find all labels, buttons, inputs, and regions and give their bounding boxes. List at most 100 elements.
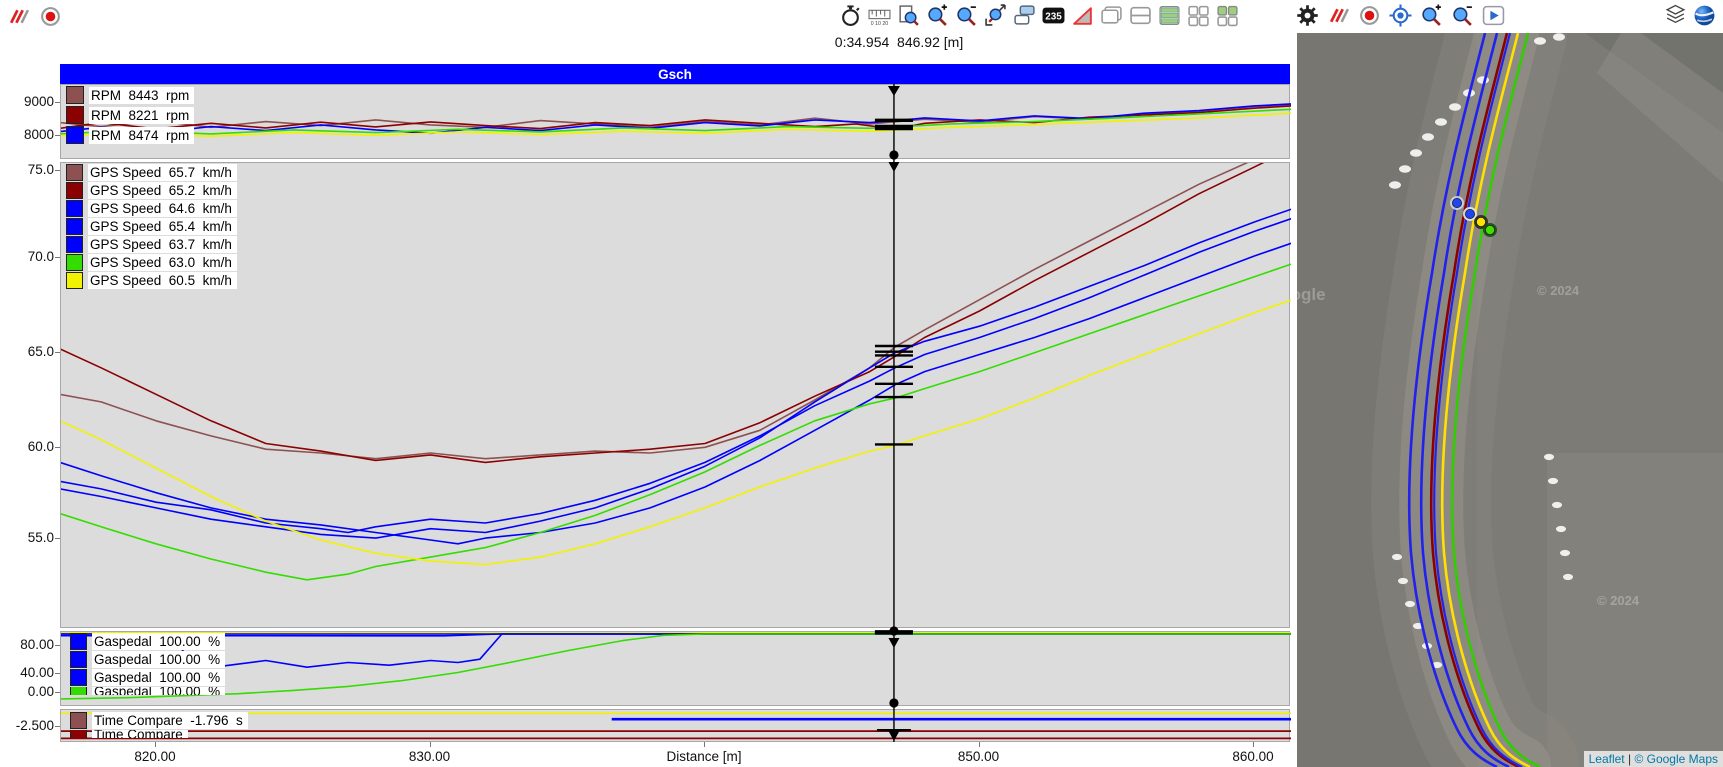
legend-item[interactable]: GPS Speed 65.4 km/h bbox=[66, 218, 237, 235]
legend-label: RPM 8443 rpm bbox=[89, 86, 195, 104]
x-axis-label: 860.00 bbox=[1232, 749, 1274, 764]
legend-item[interactable]: Gaspedal 100.00 % bbox=[70, 687, 226, 695]
y-axis-label: 80.00 bbox=[20, 637, 54, 652]
legend-item[interactable]: GPS Speed 60.5 km/h bbox=[66, 272, 237, 289]
chart-title: Gsch bbox=[658, 66, 692, 82]
y-axis-tick bbox=[55, 645, 60, 646]
settings-gear-icon[interactable] bbox=[1295, 3, 1319, 27]
google-earth-icon[interactable] bbox=[1692, 3, 1716, 27]
google-maps-link[interactable]: © Google Maps bbox=[1634, 752, 1718, 766]
leaflet-link[interactable]: Leaflet bbox=[1588, 752, 1625, 766]
legend-item[interactable]: Gaspedal 100.00 % bbox=[70, 669, 226, 686]
legend-swatch bbox=[70, 730, 87, 738]
overlay-windows-icon[interactable] bbox=[1012, 3, 1036, 27]
legend-swatch bbox=[66, 218, 83, 235]
time-compare-panel[interactable] bbox=[60, 709, 1291, 742]
legend-item[interactable]: Time Compare -1.796 s bbox=[70, 712, 248, 729]
svg-text:0 10 20: 0 10 20 bbox=[870, 20, 888, 26]
layout-3rows-icon[interactable] bbox=[1157, 3, 1181, 27]
legend-label: GPS Speed 60.5 km/h bbox=[88, 272, 237, 289]
legend-swatch bbox=[66, 106, 84, 124]
legend-swatch bbox=[70, 687, 87, 695]
clear-traces-icon[interactable] bbox=[1326, 3, 1350, 27]
time-compare-legend: Time Compare -1.796 s Time Compare bbox=[70, 712, 248, 739]
legend-swatch bbox=[66, 272, 83, 289]
record-icon[interactable] bbox=[38, 4, 62, 28]
play-icon[interactable] bbox=[1481, 3, 1505, 27]
legend-swatch bbox=[70, 651, 87, 668]
legend-item[interactable]: Time Compare bbox=[70, 730, 248, 738]
y-axis-tick bbox=[55, 692, 60, 693]
y-axis-label: -2.500 bbox=[15, 718, 54, 733]
layout-grid-alt-icon[interactable] bbox=[1215, 3, 1239, 27]
legend-label: GPS Speed 63.0 km/h bbox=[88, 254, 237, 271]
x-axis-tick bbox=[704, 742, 705, 747]
legend-item[interactable]: GPS Speed 65.7 km/h bbox=[66, 164, 237, 181]
legend-item[interactable]: Gaspedal 100.00 % bbox=[70, 633, 226, 650]
legend-item[interactable]: GPS Speed 64.6 km/h bbox=[66, 200, 237, 217]
gaspedal-legend: Gaspedal 100.00 % Gaspedal 100.00 % Gasped… bbox=[70, 633, 226, 696]
layout-single-icon[interactable] bbox=[1099, 3, 1123, 27]
badge-235[interactable]: 235 bbox=[1041, 3, 1065, 27]
zoom-window-icon[interactable] bbox=[983, 3, 1007, 27]
map-toolbar bbox=[1295, 3, 1505, 27]
cursor-readout: 0:34.954 846.92 [m] bbox=[834, 34, 964, 50]
ruler-icon[interactable]: 0 10 20 bbox=[867, 3, 891, 27]
y-axis-tick bbox=[55, 102, 60, 103]
map-watermark-google: Google bbox=[1297, 285, 1326, 304]
legend-item[interactable]: GPS Speed 63.0 km/h bbox=[66, 254, 237, 271]
zoom-in-icon[interactable] bbox=[1419, 3, 1443, 27]
gps-speed-legend: GPS Speed 65.7 km/h GPS Speed 65.2 km/h GP… bbox=[66, 164, 237, 290]
y-axis-label: 55.0 bbox=[27, 530, 54, 545]
legend-label: GPS Speed 65.2 km/h bbox=[88, 182, 237, 199]
x-axis-tick bbox=[978, 742, 980, 747]
clear-traces-icon[interactable] bbox=[6, 4, 30, 28]
layout-2rows-icon[interactable] bbox=[1128, 3, 1152, 27]
gps-traces bbox=[61, 163, 1291, 581]
zoom-out-icon[interactable] bbox=[954, 3, 978, 27]
record-icon[interactable] bbox=[1357, 3, 1381, 27]
layers-3d-icon[interactable] bbox=[1663, 3, 1687, 27]
rpm-panel[interactable] bbox=[60, 84, 1291, 159]
legend-label: RPM 8221 rpm bbox=[89, 106, 195, 124]
legend-item[interactable]: RPM 8474 rpm bbox=[66, 126, 195, 144]
legend-swatch bbox=[70, 669, 87, 686]
x-axis-tick bbox=[1253, 742, 1254, 747]
legend-label: GPS Speed 65.4 km/h bbox=[88, 218, 237, 235]
x-axis-tick bbox=[429, 742, 431, 747]
legend-label: Time Compare bbox=[92, 730, 188, 738]
zoom-in-icon[interactable] bbox=[925, 3, 949, 27]
legend-item[interactable]: GPS Speed 63.7 km/h bbox=[66, 236, 237, 253]
legend-swatch bbox=[66, 182, 83, 199]
rpm-traces bbox=[61, 103, 1291, 138]
x-axis-title: Distance [m] bbox=[666, 749, 742, 764]
legend-item[interactable]: GPS Speed 65.2 km/h bbox=[66, 182, 237, 199]
stopwatch-icon[interactable] bbox=[838, 3, 862, 27]
chart-title-bar[interactable]: Gsch bbox=[60, 64, 1290, 84]
layout-grid-icon[interactable] bbox=[1186, 3, 1210, 27]
x-axis-label: 850.00 bbox=[957, 749, 1000, 764]
y-axis-tick bbox=[55, 673, 60, 674]
legend-label: Gaspedal 100.00 % bbox=[92, 669, 226, 686]
legend-item[interactable]: RPM 8443 rpm bbox=[66, 86, 195, 104]
delta-triangle-icon[interactable] bbox=[1070, 3, 1094, 27]
legend-swatch bbox=[66, 86, 84, 104]
zoom-out-icon[interactable] bbox=[1450, 3, 1474, 27]
left-toolbar bbox=[6, 4, 62, 28]
chart-toolbar: 0 10 20 235 bbox=[838, 3, 1239, 27]
y-axis-label: 70.0 bbox=[27, 249, 54, 264]
legend-label: Gaspedal 100.00 % bbox=[92, 687, 226, 695]
legend-item[interactable]: Gaspedal 100.00 % bbox=[70, 651, 226, 668]
center-target-icon[interactable] bbox=[1388, 3, 1412, 27]
gaspedal-panel[interactable] bbox=[60, 631, 1291, 706]
legend-item[interactable]: RPM 8221 rpm bbox=[66, 106, 195, 124]
satellite-map[interactable]: Google © 2024 © 2024 Leaflet | © Google … bbox=[1297, 33, 1723, 767]
map-watermark-2024a: © 2024 bbox=[1537, 283, 1580, 298]
y-axis-tick bbox=[55, 538, 60, 539]
y-axis-tick bbox=[55, 447, 60, 448]
x-axis-label: 830.00 bbox=[408, 749, 451, 764]
gps-speed-panel[interactable] bbox=[60, 162, 1291, 628]
zoom-page-icon[interactable] bbox=[896, 3, 920, 27]
y-axis-label: 8000 bbox=[23, 127, 54, 142]
y-axis-tick bbox=[55, 170, 60, 171]
